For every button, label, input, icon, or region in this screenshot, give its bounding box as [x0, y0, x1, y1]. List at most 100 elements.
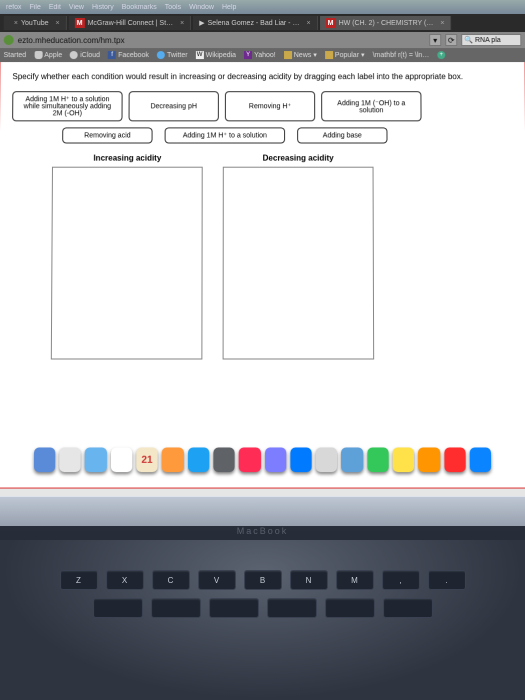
site-badge-icon: M: [326, 18, 336, 28]
close-icon[interactable]: ×: [440, 19, 444, 26]
bookmark-item[interactable]: \mathbf r(t) = \ln…: [373, 52, 430, 59]
browser-tab[interactable]: ▶ Selena Gomez - Bad Liar - … ×: [193, 16, 317, 30]
bookmark-item[interactable]: Apple: [34, 51, 62, 59]
menu-item[interactable]: View: [69, 3, 84, 10]
browser-tab[interactable]: M McGraw-Hill Connect | St… ×: [69, 16, 192, 30]
keyboard-key: Z: [60, 570, 98, 590]
bookmark-item[interactable]: +: [437, 51, 445, 59]
tab-label: YouTube: [21, 19, 49, 26]
bookmark-item[interactable]: Started: [4, 52, 27, 59]
keyboard-key: B: [244, 570, 282, 590]
keyboard-key: [267, 598, 317, 618]
keyboard-key: M: [336, 570, 374, 590]
drag-label[interactable]: Removing H⁺: [225, 91, 315, 121]
search-placeholder: RNA pla: [475, 37, 501, 44]
macos-dock: 21: [29, 439, 495, 474]
app-name: refox: [6, 3, 22, 10]
site-identity-icon[interactable]: [4, 35, 14, 45]
tab-label: McGraw-Hill Connect | St…: [88, 19, 174, 26]
drop-zone-title: Increasing acidity: [93, 154, 161, 163]
dock-app-icon[interactable]: [265, 447, 287, 472]
dock-app-icon[interactable]: [110, 447, 132, 472]
bookmark-item[interactable]: iCloud: [70, 51, 100, 59]
cloud-icon: [70, 51, 78, 59]
dock-app-icon[interactable]: [470, 447, 492, 472]
drag-label[interactable]: Adding 1M (⁻OH) to a solution: [321, 91, 421, 121]
keyboard-key: V: [198, 570, 236, 590]
page-content: Specify whether each condition would res…: [0, 62, 525, 488]
menu-item[interactable]: Edit: [49, 3, 61, 10]
menu-item[interactable]: Bookmarks: [122, 3, 157, 10]
yahoo-icon: Y: [244, 51, 252, 59]
close-icon[interactable]: ×: [14, 19, 18, 26]
keyboard-key: N: [290, 570, 328, 590]
keyboard-key: X: [106, 570, 144, 590]
url-field[interactable]: ezto.mheducation.com/hm.tpx: [18, 36, 426, 45]
dock-app-icon[interactable]: [213, 447, 235, 472]
drop-box-increasing[interactable]: [51, 167, 203, 360]
search-field[interactable]: 🔍 RNA pla: [461, 34, 521, 46]
dock-app-icon[interactable]: [239, 447, 261, 472]
drag-label[interactable]: Adding 1M H⁺ to a solution: [165, 127, 286, 143]
browser-tab[interactable]: × YouTube ×: [4, 16, 67, 30]
drag-items-row: Adding 1M H⁺ to a solution while simulta…: [12, 91, 513, 121]
dock-app-icon[interactable]: [367, 447, 389, 472]
dock-app-icon[interactable]: [341, 447, 363, 472]
dock-app-icon[interactable]: [162, 447, 184, 472]
bookmark-item[interactable]: Twitter: [157, 51, 188, 59]
bookmark-item[interactable]: Popular ▾: [325, 51, 365, 59]
keyboard-key: [209, 598, 259, 618]
dock-app-icon[interactable]: [33, 447, 55, 472]
drag-label[interactable]: Adding 1M H⁺ to a solution while simulta…: [12, 91, 123, 121]
laptop-keyboard: ZXCVBNM,.: [0, 540, 525, 700]
dock-app-icon[interactable]: [444, 447, 466, 472]
laptop-screen: refox File Edit View History Bookmarks T…: [0, 0, 525, 507]
dock-app-icon[interactable]: [59, 447, 81, 472]
wikipedia-icon: W: [196, 51, 204, 59]
menu-item[interactable]: Help: [222, 3, 236, 10]
menu-item[interactable]: History: [92, 3, 114, 10]
dock-app-icon[interactable]: [85, 447, 107, 472]
bookmark-item[interactable]: News ▾: [284, 51, 317, 59]
twitter-icon: [157, 51, 165, 59]
dock-app-icon[interactable]: 21: [136, 447, 158, 472]
drag-label[interactable]: Removing acid: [62, 127, 152, 143]
site-badge-icon: M: [75, 18, 85, 28]
keyboard-key: [325, 598, 375, 618]
close-icon[interactable]: ×: [55, 19, 59, 26]
tab-label: HW (CH. 2) - CHEMISTRY (…: [339, 19, 434, 26]
folder-icon: [284, 51, 292, 59]
menu-item[interactable]: Window: [189, 3, 214, 10]
dock-app-icon[interactable]: [316, 447, 338, 472]
menu-item[interactable]: File: [29, 3, 40, 10]
dock-app-icon[interactable]: [393, 447, 415, 472]
menu-item[interactable]: Tools: [165, 3, 181, 10]
close-icon[interactable]: ×: [306, 19, 310, 26]
apple-icon: [34, 51, 42, 59]
dropdown-icon[interactable]: ▾: [429, 34, 441, 46]
drag-label[interactable]: Adding base: [297, 127, 387, 143]
close-icon[interactable]: ×: [180, 19, 184, 26]
keyboard-key: [151, 598, 201, 618]
keyboard-key: [93, 598, 143, 618]
drop-zone-title: Decreasing acidity: [263, 154, 334, 163]
bookmark-item[interactable]: fFacebook: [108, 51, 149, 59]
keyboard-key: C: [152, 570, 190, 590]
drop-zone-decreasing: Decreasing acidity: [223, 154, 375, 360]
dock-app-icon[interactable]: [290, 447, 312, 472]
plus-icon: +: [437, 51, 445, 59]
drag-label[interactable]: Decreasing pH: [129, 91, 219, 121]
drop-zones: Increasing acidity Decreasing acidity: [10, 154, 514, 360]
browser-tab-active[interactable]: M HW (CH. 2) - CHEMISTRY (… ×: [320, 16, 452, 30]
drop-box-decreasing[interactable]: [223, 167, 375, 360]
facebook-icon: f: [108, 51, 116, 59]
bookmark-item[interactable]: WWikipedia: [196, 51, 236, 59]
dock-app-icon[interactable]: [187, 447, 209, 472]
reload-icon[interactable]: ⟳: [445, 34, 457, 46]
laptop-hinge: [0, 496, 525, 526]
dock-app-icon[interactable]: [418, 447, 440, 472]
keyboard-key: [383, 598, 433, 618]
keyboard-key: ,: [382, 570, 420, 590]
bookmark-item[interactable]: YYahoo!: [244, 51, 276, 59]
question-instruction: Specify whether each condition would res…: [12, 72, 512, 81]
